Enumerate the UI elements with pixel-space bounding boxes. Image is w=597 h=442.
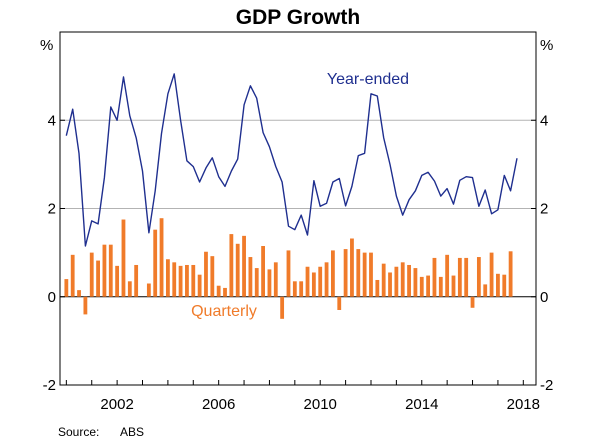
- source-value: ABS: [120, 425, 144, 439]
- quarterly-bar: [197, 274, 202, 297]
- quarterly-bar: [178, 265, 183, 297]
- quarterly-bar: [483, 284, 488, 297]
- quarterly-bar: [305, 266, 310, 297]
- quarterly-bar: [229, 234, 234, 297]
- quarterly-bar: [210, 256, 215, 297]
- quarterly-bar: [248, 257, 253, 297]
- quarterly-bar: [273, 262, 278, 297]
- left-unit-label: %: [40, 37, 53, 54]
- quarterly-bar: [413, 268, 418, 297]
- right-y-tick-labels: -2 0 2 4: [531, 112, 553, 394]
- quarterly-bar: [407, 264, 411, 297]
- chart-title: GDP Growth: [236, 6, 360, 29]
- quarterly-bar: [502, 274, 507, 297]
- quarterly-bar: [185, 264, 189, 297]
- quarterly-bar: [299, 281, 304, 297]
- quarterly-bar: [356, 249, 361, 297]
- quarterly-bar: [508, 251, 513, 297]
- quarterly-bar: [216, 285, 221, 297]
- quarterly-bar: [445, 254, 450, 297]
- quarterly-bar: [108, 244, 113, 297]
- quarterly-bar: [318, 266, 323, 297]
- quarterly-bar: [172, 262, 177, 297]
- quarterly-bar: [165, 259, 170, 297]
- quarterly-bar: [470, 296, 475, 308]
- year-ended-series-label: Year-ended: [327, 71, 409, 88]
- quarterly-bar: [159, 218, 164, 297]
- quarterly-bar: [362, 252, 367, 297]
- y-tick-label-left: 0: [48, 289, 56, 306]
- quarterly-bar: [292, 281, 297, 297]
- quarterly-bar: [77, 290, 81, 297]
- quarterly-bar: [388, 272, 392, 297]
- quarterly-bar: [204, 251, 208, 297]
- quarterly-bar: [115, 265, 120, 297]
- quarterly-bar: [464, 257, 469, 297]
- x-tick-label: 2018: [507, 396, 540, 413]
- quarterly-bar: [331, 250, 335, 297]
- quarterly-bar: [369, 252, 373, 297]
- quarterly-bar: [191, 264, 196, 297]
- quarterly-bar: [419, 276, 424, 297]
- quarterly-bar: [102, 244, 107, 297]
- quarterly-bar: [343, 249, 348, 297]
- quarterly-series-label: Quarterly: [191, 303, 257, 320]
- x-tick-labels: 2002 2006 2010 2014 2018: [65, 380, 540, 413]
- y-tick-label-left: 2: [48, 201, 56, 218]
- quarterly-bar: [311, 272, 316, 297]
- quarterly-bar: [261, 246, 265, 297]
- quarterly-bar: [400, 262, 405, 297]
- quarterly-bar: [153, 229, 158, 297]
- quarterly-bar: [438, 276, 443, 297]
- quarterly-bar: [254, 268, 259, 297]
- y-tick-label-right: 4: [540, 112, 548, 129]
- quarterly-bars: [64, 218, 513, 319]
- quarterly-bar: [70, 254, 75, 297]
- quarterly-bar: [476, 257, 481, 297]
- gridlines: [60, 119, 536, 298]
- quarterly-bar: [64, 279, 69, 297]
- quarterly-bar: [286, 250, 291, 297]
- quarterly-bar: [96, 260, 100, 297]
- quarterly-bar: [496, 273, 500, 297]
- left-y-tick-labels: -2 0 2 4: [43, 112, 65, 394]
- quarterly-bar: [432, 257, 437, 297]
- quarterly-bar: [146, 283, 151, 297]
- quarterly-bar: [267, 269, 272, 297]
- quarterly-bar: [426, 275, 431, 297]
- x-tick-label: 2010: [304, 396, 337, 413]
- quarterly-bar: [489, 252, 494, 297]
- y-tick-label-left: -2: [43, 377, 56, 394]
- x-tick-label: 2006: [202, 396, 235, 413]
- y-tick-label-right: 2: [540, 201, 548, 218]
- quarterly-bar: [350, 238, 354, 297]
- quarterly-bar: [235, 243, 240, 297]
- quarterly-bar: [83, 296, 88, 315]
- year-ended-line: [65, 73, 518, 247]
- y-tick-label-right: 0: [540, 289, 548, 306]
- quarterly-bar: [127, 281, 132, 297]
- right-unit-label: %: [540, 37, 553, 54]
- source-label: Source:: [58, 425, 99, 439]
- quarterly-bar: [134, 264, 139, 297]
- quarterly-bar: [280, 296, 285, 319]
- quarterly-bar: [457, 257, 462, 297]
- quarterly-bar: [223, 287, 227, 297]
- quarterly-bar: [375, 279, 380, 297]
- quarterly-bar: [451, 275, 456, 297]
- quarterly-bar: [381, 263, 386, 297]
- quarterly-bar: [89, 252, 94, 297]
- quarterly-bar: [121, 219, 126, 297]
- quarterly-bar: [324, 262, 329, 297]
- quarterly-bar: [242, 235, 246, 297]
- quarterly-bar: [394, 266, 399, 297]
- y-tick-label-left: 4: [48, 112, 56, 129]
- y-tick-label-right: -2: [540, 377, 553, 394]
- quarterly-bar: [337, 296, 342, 310]
- x-tick-label: 2002: [100, 396, 133, 413]
- x-tick-label: 2014: [405, 396, 438, 413]
- year-ended-line-layer: [65, 73, 518, 247]
